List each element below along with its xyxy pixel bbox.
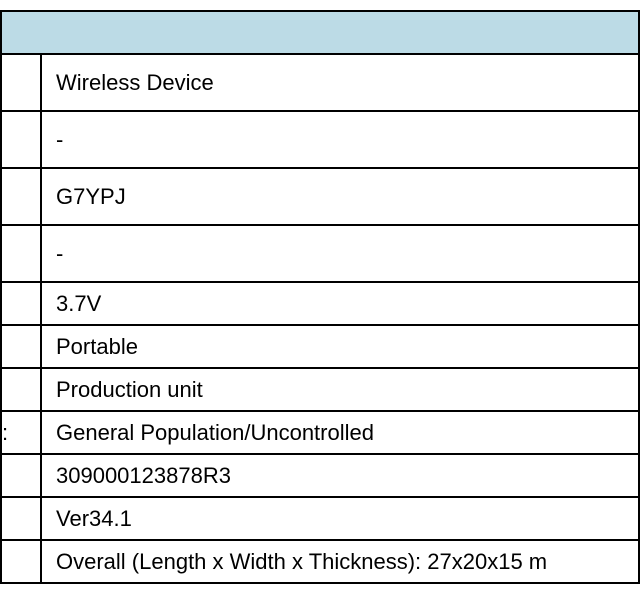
row-label <box>0 110 42 169</box>
table-row: : General Population/Uncontrolled <box>0 410 640 455</box>
table-row: Ver34.1 <box>0 496 640 541</box>
row-value: Ver34.1 <box>40 496 640 541</box>
table-row: Wireless Device <box>0 53 640 112</box>
table-row: 309000123878R3 <box>0 453 640 498</box>
row-label <box>0 53 42 112</box>
table-row: 3.7V <box>0 281 640 326</box>
row-value: G7YPJ <box>40 167 640 226</box>
row-label <box>0 281 42 326</box>
row-value: 3.7V <box>40 281 640 326</box>
row-label <box>0 539 42 584</box>
row-label <box>0 367 42 412</box>
row-label: : <box>0 410 42 455</box>
row-value: - <box>40 110 640 169</box>
row-label <box>0 167 42 226</box>
table-row: Production unit <box>0 367 640 412</box>
row-label <box>0 453 42 498</box>
spec-table: Wireless Device - G7YPJ - 3.7V Portable … <box>0 10 640 584</box>
table-row: Overall (Length x Width x Thickness): 27… <box>0 539 640 584</box>
row-label <box>0 324 42 369</box>
table-row: - <box>0 224 640 283</box>
table-row: Portable <box>0 324 640 369</box>
row-value: Portable <box>40 324 640 369</box>
row-value: - <box>40 224 640 283</box>
row-value: General Population/Uncontrolled <box>40 410 640 455</box>
header-cell <box>0 10 640 55</box>
row-label <box>0 496 42 541</box>
row-value: 309000123878R3 <box>40 453 640 498</box>
table-row: - <box>0 110 640 169</box>
row-value: Wireless Device <box>40 53 640 112</box>
table-header-row <box>0 10 640 55</box>
row-value: Production unit <box>40 367 640 412</box>
row-label <box>0 224 42 283</box>
table-row: G7YPJ <box>0 167 640 226</box>
row-value: Overall (Length x Width x Thickness): 27… <box>40 539 640 584</box>
